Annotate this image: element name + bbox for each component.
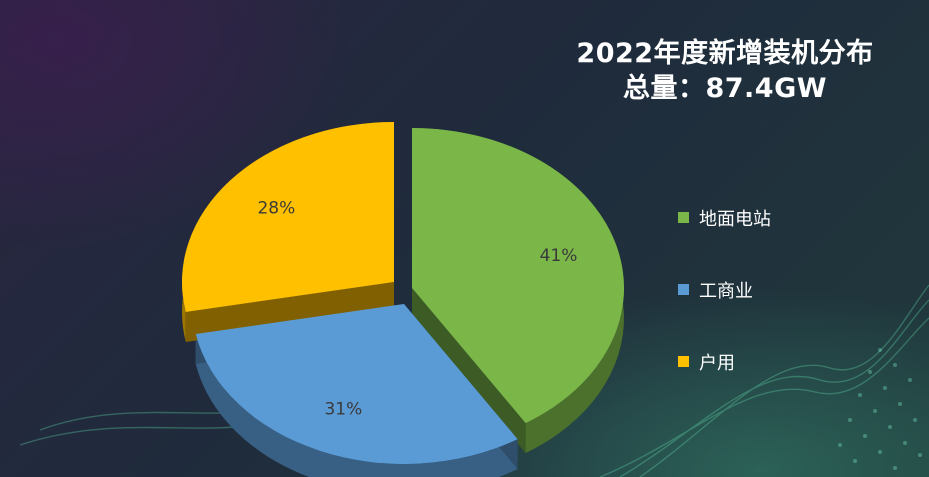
legend-label-commercial-industrial: 工商业 [699, 280, 753, 302]
slice-ground-station-edge-1 [412, 288, 526, 454]
slice-residential [181, 122, 394, 312]
legend-item-ground-station: 地面电站 [678, 205, 771, 230]
chart-title: 2022年度新增装机分布 [576, 38, 874, 69]
legend-swatch-commercial-industrial [678, 284, 689, 295]
chart-subtitle: 总量：87.4GW [622, 73, 828, 104]
slice-commercial-industrial-side [195, 333, 518, 477]
legend-swatch-residential [678, 356, 689, 367]
legend-item-commercial-industrial: 工商业 [678, 277, 771, 302]
legend-label-ground-station: 地面电站 [699, 208, 771, 230]
slice-ground-station-label: 41% [540, 246, 578, 266]
slice-ground-station [412, 128, 625, 424]
chart-title-block: 2022年度新增装机分布 总量：87.4GW [565, 36, 885, 106]
chart-legend: 地面电站 工商业 户用 [678, 205, 771, 421]
legend-item-residential: 户用 [678, 349, 771, 374]
legend-swatch-ground-station [678, 212, 689, 223]
legend-label-residential: 户用 [699, 352, 735, 374]
pie-chart: 41% 31% 28% [181, 122, 625, 477]
slice-residential-edge-0 [185, 282, 394, 342]
slice-commercial-industrial [195, 304, 518, 464]
slice-commercial-industrial-label: 31% [324, 400, 362, 420]
slice-residential-label: 28% [257, 199, 295, 219]
